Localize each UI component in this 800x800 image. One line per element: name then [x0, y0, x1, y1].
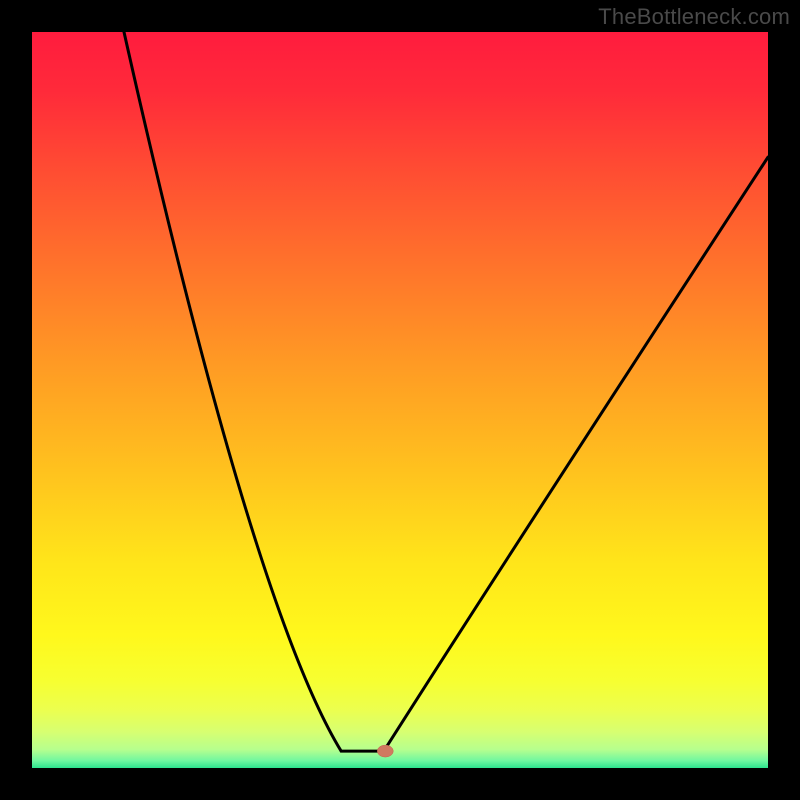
watermark-label: TheBottleneck.com — [598, 4, 790, 30]
plot-background — [32, 32, 768, 768]
bottleneck-chart — [0, 0, 800, 800]
optimal-point-marker — [377, 745, 393, 757]
chart-container: { "watermark": "TheBottleneck.com", "cha… — [0, 0, 800, 800]
